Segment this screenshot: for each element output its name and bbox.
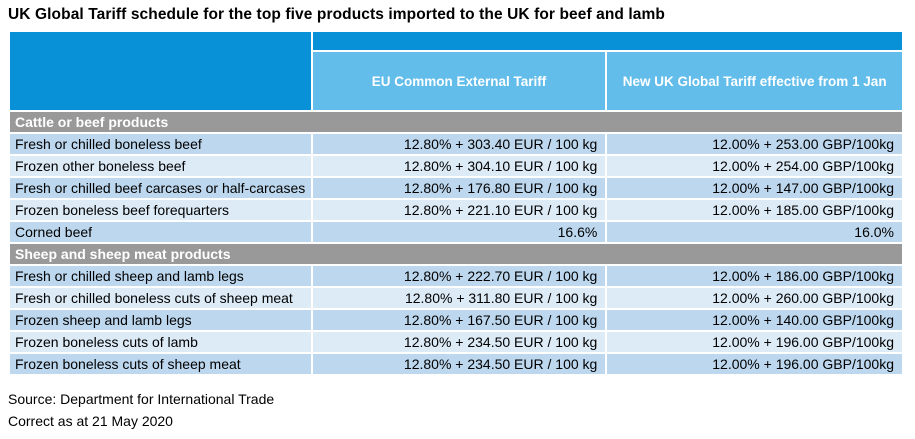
table-top-band (312, 32, 902, 50)
product-cell: Frozen boneless beef forequarters (10, 200, 311, 220)
product-cell: Frozen sheep and lamb legs (10, 310, 311, 330)
uk-tariff-cell: 12.00% + 253.00 GBP/100kg (607, 134, 902, 154)
product-cell: Fresh or chilled boneless cuts of sheep … (10, 288, 311, 308)
product-row: Corned beef 16.6% 16.0% (10, 222, 902, 242)
eu-tariff-cell: 12.80% + 234.50 EUR / 100 kg (312, 332, 606, 352)
column-header-eu-tariff: EU Common External Tariff (312, 52, 606, 110)
header-band-row (10, 32, 902, 110)
product-row: Frozen boneless cuts of lamb 12.80% + 23… (10, 332, 902, 352)
product-row: Fresh or chilled boneless beef 12.80% + … (10, 134, 902, 154)
product-cell: Corned beef (10, 222, 311, 242)
tariff-table: EU Common External Tariff New UK Global … (8, 30, 904, 376)
eu-tariff-cell: 16.6% (312, 222, 606, 242)
eu-tariff-cell: 12.80% + 234.50 EUR / 100 kg (312, 354, 606, 374)
section-header-row: Sheep and sheep meat products (10, 244, 902, 264)
product-cell: Fresh or chilled beef carcases or half-c… (10, 178, 311, 198)
product-row: Fresh or chilled sheep and lamb legs 12.… (10, 266, 902, 286)
product-cell: Frozen boneless cuts of sheep meat (10, 354, 311, 374)
uk-tariff-cell: 12.00% + 254.00 GBP/100kg (607, 156, 902, 176)
product-row: Frozen boneless beef forequarters 12.80%… (10, 200, 902, 220)
product-row: Frozen boneless cuts of sheep meat 12.80… (10, 354, 902, 374)
product-cell: Fresh or chilled boneless beef (10, 134, 311, 154)
section-header-row: Cattle or beef products (10, 112, 902, 132)
source-note: Source: Department for International Tra… (8, 391, 275, 407)
column-header-row: EU Common External Tariff New UK Global … (10, 52, 902, 110)
section-header-cell: Cattle or beef products (10, 112, 902, 132)
footer: Source: Department for International Tra… (8, 388, 915, 432)
uk-tariff-cell: 12.00% + 147.00 GBP/100kg (607, 178, 902, 198)
correct-as-at-note: Correct as at 21 May 2020 (8, 413, 173, 429)
uk-tariff-cell: 12.00% + 260.00 GBP/100kg (607, 288, 902, 308)
product-row: Frozen other boneless beef 12.80% + 304.… (10, 156, 902, 176)
uk-tariff-cell: 12.00% + 196.00 GBP/100kg (607, 354, 902, 374)
uk-tariff-cell: 12.00% + 185.00 GBP/100kg (607, 200, 902, 220)
section-header-cell: Sheep and sheep meat products (10, 244, 902, 264)
uk-tariff-cell: 16.0% (607, 222, 902, 242)
page-title: UK Global Tariff schedule for the top fi… (8, 6, 665, 23)
product-row: Fresh or chilled boneless cuts of sheep … (10, 288, 902, 308)
eu-tariff-cell: 12.80% + 221.10 EUR / 100 kg (312, 200, 606, 220)
product-cell: Frozen boneless cuts of lamb (10, 332, 311, 352)
product-row: Frozen sheep and lamb legs 12.80% + 167.… (10, 310, 902, 330)
uk-tariff-cell: 12.00% + 196.00 GBP/100kg (607, 332, 902, 352)
eu-tariff-cell: 12.80% + 176.80 EUR / 100 kg (312, 178, 606, 198)
eu-tariff-cell: 12.80% + 304.10 EUR / 100 kg (312, 156, 606, 176)
eu-tariff-cell: 12.80% + 311.80 EUR / 100 kg (312, 288, 606, 308)
eu-tariff-cell: 12.80% + 167.50 EUR / 100 kg (312, 310, 606, 330)
uk-tariff-cell: 12.00% + 140.00 GBP/100kg (607, 310, 902, 330)
eu-tariff-cell: 12.80% + 303.40 EUR / 100 kg (312, 134, 606, 154)
uk-tariff-cell: 12.00% + 186.00 GBP/100kg (607, 266, 902, 286)
product-cell: Fresh or chilled sheep and lamb legs (10, 266, 311, 286)
product-row: Fresh or chilled beef carcases or half-c… (10, 178, 902, 198)
column-header-uk-tariff: New UK Global Tariff effective from 1 Ja… (607, 52, 902, 110)
table-body: Cattle or beef products Fresh or chilled… (10, 112, 902, 374)
eu-tariff-cell: 12.80% + 222.70 EUR / 100 kg (312, 266, 606, 286)
product-cell: Frozen other boneless beef (10, 156, 311, 176)
table-corner-cell (10, 32, 311, 110)
